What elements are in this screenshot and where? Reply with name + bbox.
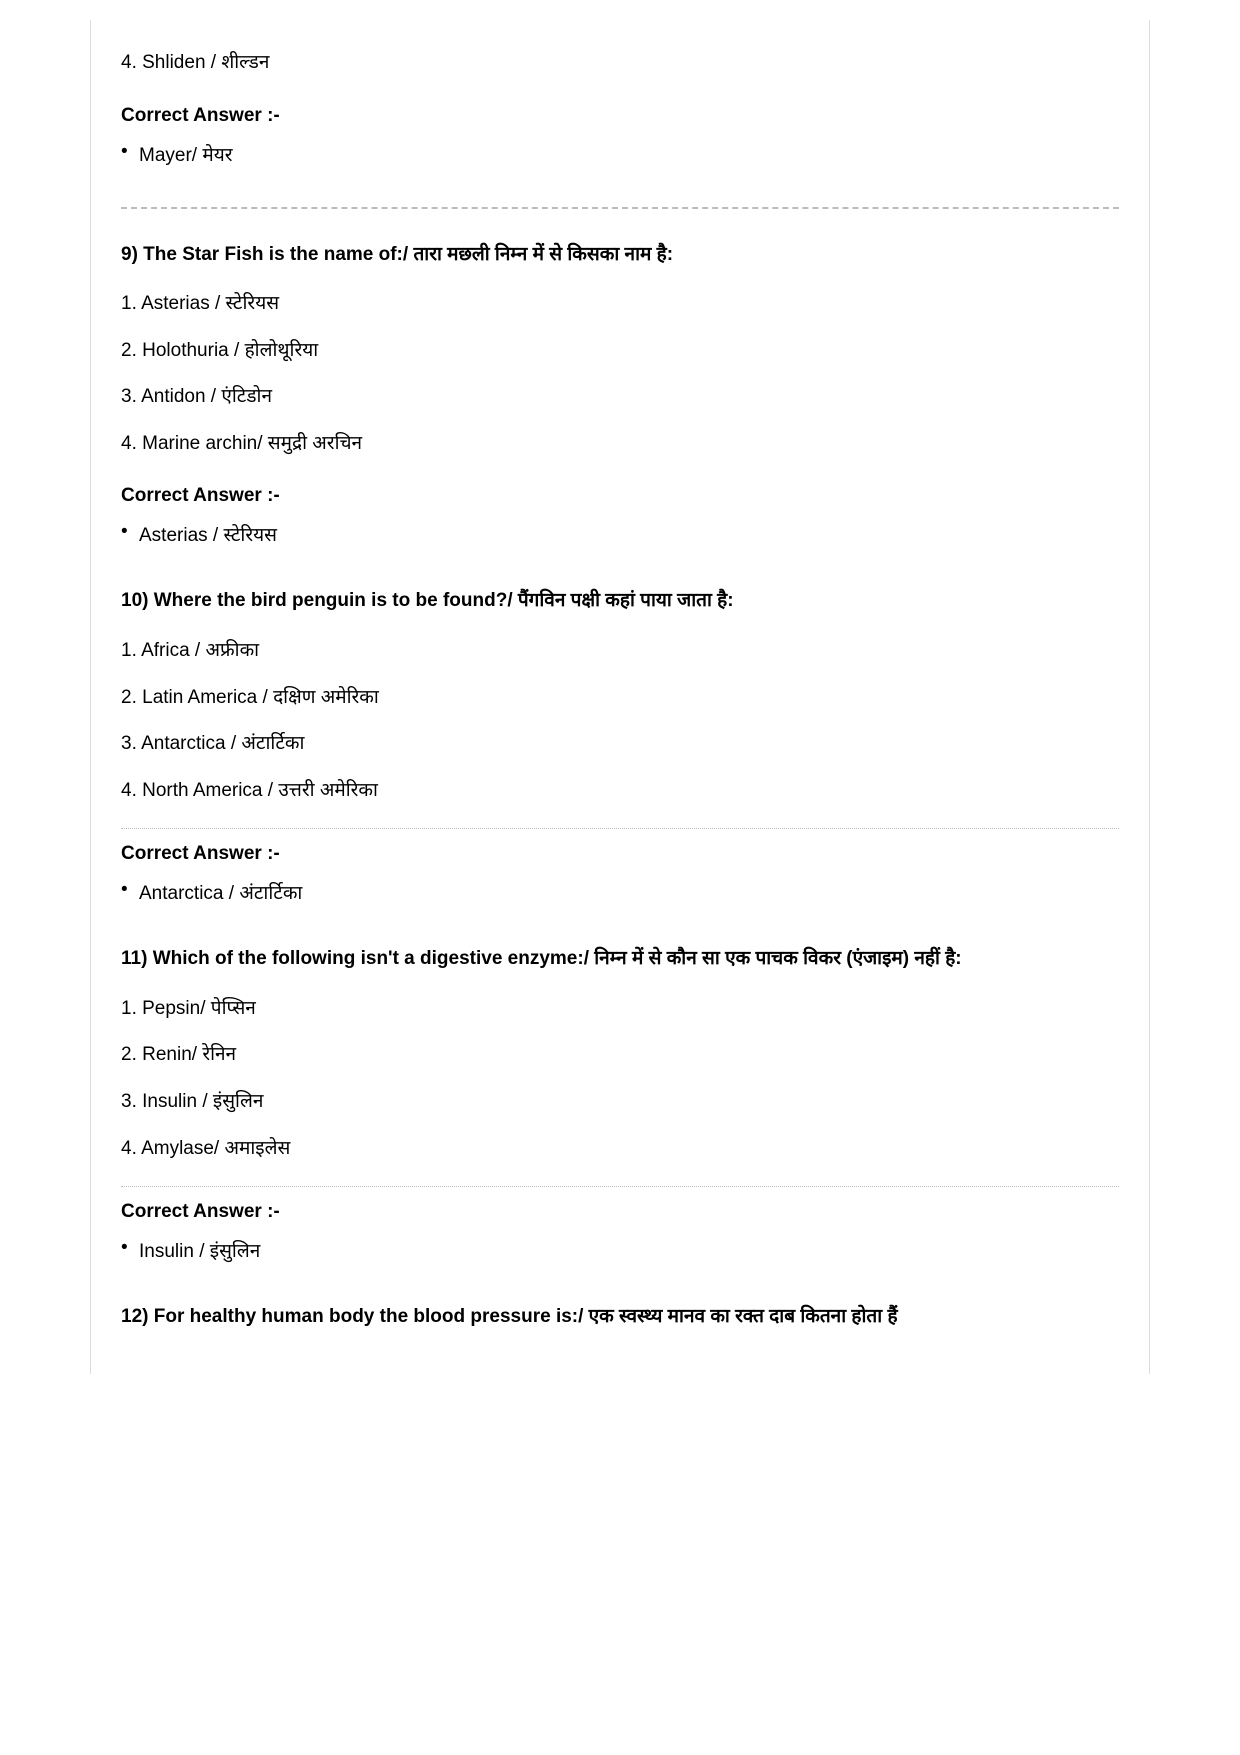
quiz-container: 4. Shliden / शील्डन Correct Answer :- Ma… [90, 20, 1150, 1374]
q11-option-4: 4. Amylase/ अमाइलेस [121, 1136, 1119, 1163]
q9-option-4: 4. Marine archin/ समुद्री अरचिन [121, 431, 1119, 458]
question-11-block: 11) Which of the following isn't a diges… [121, 945, 1119, 1263]
q10-correct-label: Correct Answer :- [121, 843, 1119, 865]
q9-option-1: 1. Asterias / स्टेरियस [121, 291, 1119, 318]
q8-correct-label: Correct Answer :- [121, 105, 1119, 127]
question-8-block: 4. Shliden / शील्डन Correct Answer :- Ma… [121, 50, 1119, 167]
q10-option-2: 2. Latin America / दक्षिण अमेरिका [121, 685, 1119, 712]
q9-option-3: 3. Antidon / एंटिडोन [121, 384, 1119, 411]
q11-correct-label: Correct Answer :- [121, 1201, 1119, 1223]
q8-option-4: 4. Shliden / शील्डन [121, 50, 1119, 77]
q10-correct-value: Antarctica / अंटार्टिका [139, 879, 1119, 905]
q8-correct-value: Mayer/ मेयर [139, 141, 1119, 167]
question-10-block: 10) Where the bird penguin is to be foun… [121, 587, 1119, 905]
question-12-block: 12) For healthy human body the blood pre… [121, 1303, 1119, 1332]
q11-option-3: 3. Insulin / इंसुलिन [121, 1089, 1119, 1116]
divider-dotted-q10 [121, 828, 1119, 829]
q9-title: 9) The Star Fish is the name of:/ तारा म… [121, 241, 1119, 270]
divider-dashed [121, 207, 1119, 209]
q10-option-1: 1. Africa / अफ्रीका [121, 638, 1119, 665]
q12-title: 12) For healthy human body the blood pre… [121, 1303, 1119, 1332]
q11-option-2: 2. Renin/ रेनिन [121, 1042, 1119, 1069]
q11-title: 11) Which of the following isn't a diges… [121, 945, 1119, 974]
divider-dotted-q11 [121, 1186, 1119, 1187]
q9-correct-label: Correct Answer :- [121, 485, 1119, 507]
q11-option-1: 1. Pepsin/ पेप्सिन [121, 996, 1119, 1023]
q11-correct-value: Insulin / इंसुलिन [139, 1237, 1119, 1263]
q10-option-3: 3. Antarctica / अंटार्टिका [121, 731, 1119, 758]
q9-correct-value: Asterias / स्टेरियस [139, 521, 1119, 547]
question-9-block: 9) The Star Fish is the name of:/ तारा म… [121, 241, 1119, 548]
q9-option-2: 2. Holothuria / होलोथूरिया [121, 338, 1119, 365]
q10-option-4: 4. North America / उत्तरी अमेरिका [121, 778, 1119, 805]
q10-title: 10) Where the bird penguin is to be foun… [121, 587, 1119, 616]
